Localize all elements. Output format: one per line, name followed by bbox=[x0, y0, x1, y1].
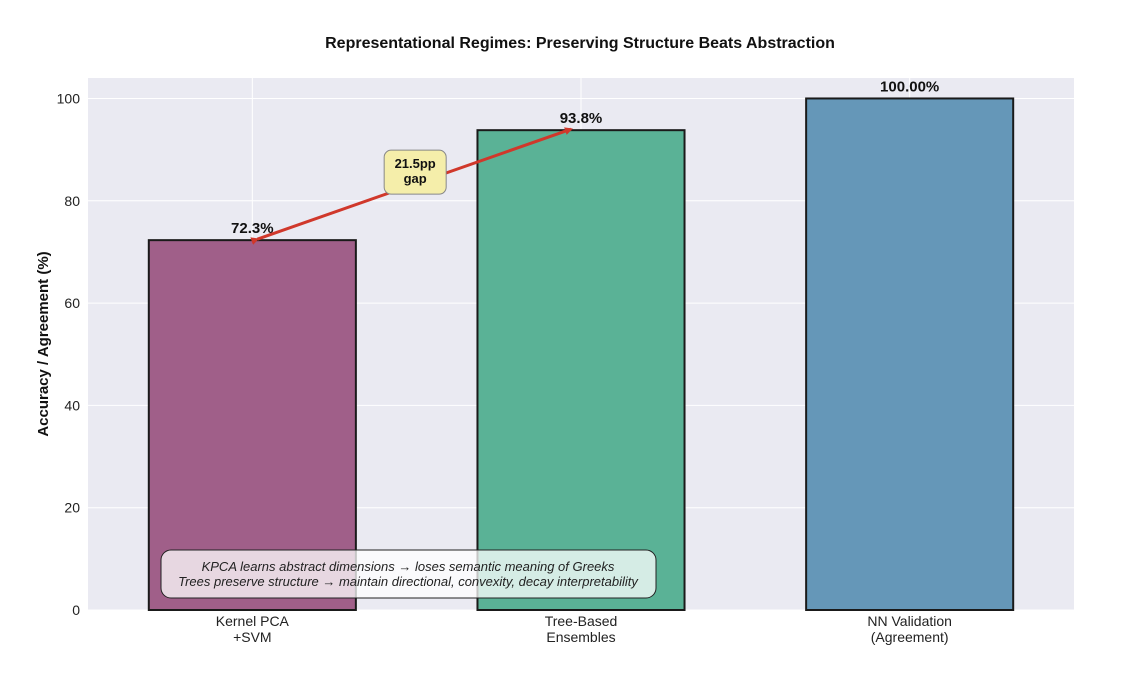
y-tick-label: 0 bbox=[72, 602, 80, 618]
y-tick-label: 60 bbox=[64, 295, 80, 311]
y-tick-label: 80 bbox=[64, 193, 80, 209]
bar bbox=[476, 129, 686, 612]
x-tick-label: Kernel PCA +SVM bbox=[216, 613, 290, 645]
note-line: KPCA learns abstract dimensions → loses … bbox=[202, 559, 615, 574]
gap-label: 21.5pp gap bbox=[395, 156, 436, 186]
note-background bbox=[160, 549, 657, 599]
gap-label-box bbox=[383, 149, 447, 195]
y-tick-label: 20 bbox=[64, 500, 80, 516]
y-tick-label: 100 bbox=[57, 90, 81, 106]
x-tick-label: NN Validation (Agreement) bbox=[867, 613, 952, 645]
y-axis-label: Accuracy / Agreement (%) bbox=[35, 251, 52, 436]
note-line: Trees preserve structure → maintain dire… bbox=[178, 574, 639, 589]
y-tick-label: 40 bbox=[64, 397, 80, 413]
x-tick-labels: Kernel PCA +SVM Tree-Based Ensembles NN Vali… bbox=[216, 613, 952, 645]
x-tick-label: Tree-Based Ensembles bbox=[545, 613, 618, 645]
bar bbox=[805, 97, 1015, 611]
chart-title: Representational Regimes: Preserving Str… bbox=[325, 35, 835, 52]
value-label: 93.8% bbox=[560, 110, 603, 127]
gap-annotation: 21.5pp gap bbox=[250, 127, 573, 245]
value-label: 100.00% bbox=[880, 78, 939, 95]
note-box: KPCA learns abstract dimensions → loses … bbox=[160, 549, 657, 599]
bar bbox=[147, 239, 357, 612]
y-tick-labels: 0 20 40 60 80 100 bbox=[57, 90, 81, 618]
